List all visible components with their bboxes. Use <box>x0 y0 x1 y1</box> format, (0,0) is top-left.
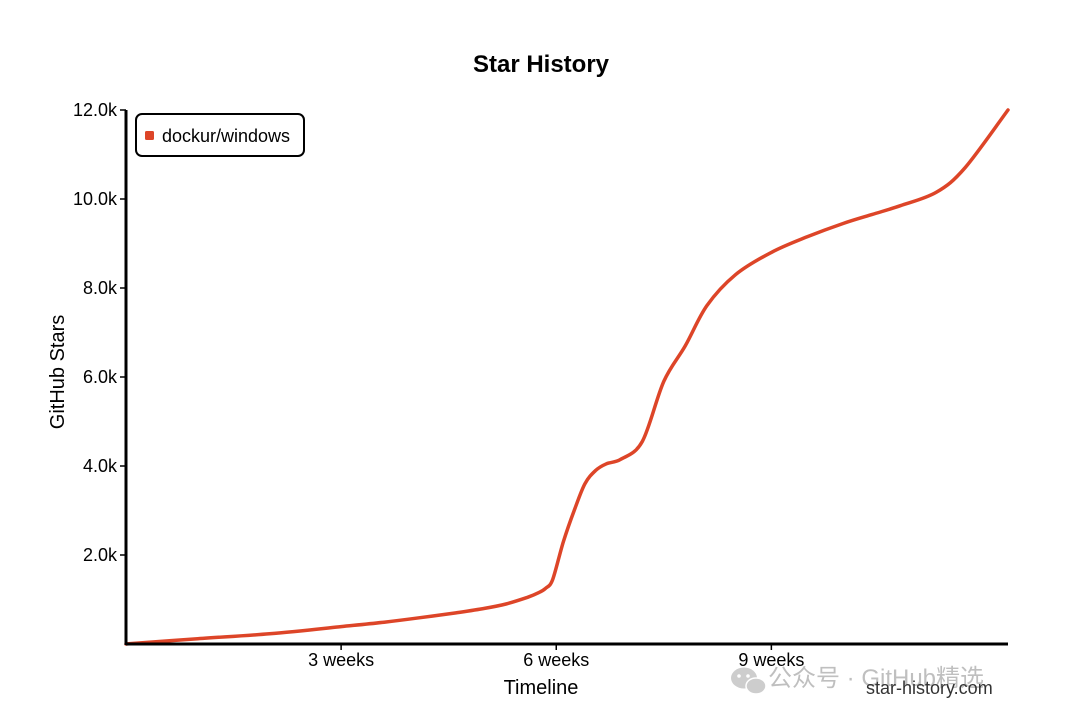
wechat-watermark: 公众号 · GitHub精选 <box>731 665 984 695</box>
y-tick-label: 4.0k <box>83 456 118 476</box>
watermark-text: 公众号 · GitHub精选 <box>768 665 984 692</box>
x-tick-label: 9 weeks <box>738 650 804 670</box>
legend-swatch <box>145 131 154 140</box>
x-tick-label: 3 weeks <box>308 650 374 670</box>
chart-title: Star History <box>473 51 610 78</box>
y-axis-label: GitHub Stars <box>47 315 69 429</box>
y-tick-label: 10.0k <box>73 189 118 209</box>
y-tick-label: 12.0k <box>73 100 118 120</box>
x-axis-ticks: 3 weeks 6 weeks 9 weeks <box>308 644 804 670</box>
legend-label: dockur/windows <box>162 126 290 146</box>
credit-text: star-history.com <box>866 678 993 698</box>
y-axis-ticks: 2.0k 4.0k 6.0k 8.0k 10.0k 12.0k <box>73 100 126 565</box>
y-tick-label: 6.0k <box>83 367 118 387</box>
series-line-dockur-windows <box>124 108 1010 646</box>
x-axis-label: Timeline <box>504 677 579 699</box>
y-tick-label: 2.0k <box>83 545 118 565</box>
y-tick-label: 8.0k <box>83 278 118 298</box>
legend: dockur/windows <box>135 113 305 157</box>
wechat-icon <box>731 667 767 695</box>
legend-box <box>135 113 305 157</box>
x-tick-label: 6 weeks <box>523 650 589 670</box>
